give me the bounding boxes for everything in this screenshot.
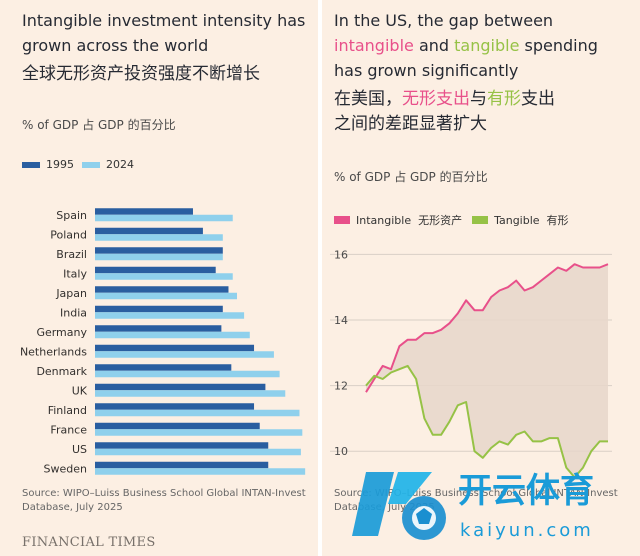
legend-label-tangible: Tangible 有形 — [494, 214, 569, 227]
y-tick-label: 10 — [334, 445, 348, 458]
right-title-zh-1: 在美国， — [334, 89, 402, 109]
right-chart-title: In the US, the gap between intangible an… — [334, 8, 634, 137]
series-line-intangible — [365, 263, 609, 393]
left-title-zh: 全球无形资产投资强度不断增长 — [22, 64, 260, 84]
bar-category-label: Finland — [48, 404, 87, 417]
right-title-tangible: tangible — [454, 36, 520, 55]
left-source: Source: WIPO–Luiss Business School Globa… — [22, 488, 306, 513]
legend-label-intangible: Intangible 无形资产 — [356, 214, 463, 227]
legend-swatch-intangible — [334, 216, 350, 224]
bar-1995 — [95, 461, 269, 469]
bar-2024 — [95, 370, 280, 378]
bar-category-label: Netherlands — [20, 345, 87, 358]
bar-category-label: France — [50, 423, 87, 436]
right-title-line2: intangible and tangible spending — [334, 33, 634, 58]
bar-category-label: US — [72, 443, 87, 456]
bar-2024 — [95, 409, 300, 417]
left-chart-title: Intangible investment intensity has grow… — [22, 8, 312, 87]
bar-1995 — [95, 364, 232, 371]
right-title-line3: has grown significantly — [334, 61, 519, 80]
bar-1995 — [95, 383, 266, 391]
bar-2024 — [95, 253, 223, 261]
bar-category-label: Spain — [56, 209, 87, 222]
bar-2024 — [95, 331, 250, 339]
bar-2024 — [95, 234, 223, 241]
bar-1995 — [95, 286, 229, 293]
legend-swatch-2024 — [82, 161, 100, 168]
right-title-line1: In the US, the gap between — [334, 11, 554, 30]
right-legend: Intangible 无形资产 Tangible 有形 — [334, 212, 569, 228]
right-title-zh-rest: 支出 — [521, 89, 555, 109]
bar-1995 — [95, 266, 216, 274]
bar-category-label: Japan — [55, 287, 87, 300]
legend-label-1995: 1995 — [46, 158, 74, 171]
bar-category-label: Poland — [50, 228, 87, 241]
bar-chart: Spain Poland Brazil Italy Japan India Germany N… — [20, 208, 306, 475]
financial-times-brand: FINANCIAL TIMES — [22, 535, 156, 550]
bar-2024 — [95, 292, 237, 300]
right-title-zh-tangible: 有形 — [487, 89, 521, 109]
bar-1995 — [95, 442, 269, 449]
gap-area — [366, 264, 608, 478]
bar-category-label: Brazil — [56, 248, 87, 261]
watermark-brand-zh: 开云体育 — [458, 471, 594, 511]
right-title-intangible: intangible — [334, 36, 414, 55]
bar-category-label: Italy — [63, 267, 87, 280]
kaiyun-watermark: 开云体育 kaiyun.com — [352, 471, 594, 541]
right-title-zh-mid: 与 — [470, 89, 487, 109]
line-chart: 10 12 14 16 — [330, 248, 612, 479]
bar-2024 — [95, 351, 274, 358]
bar-category-label: UK — [72, 384, 88, 397]
bar-1995 — [95, 227, 203, 235]
bar-1995 — [95, 344, 255, 352]
bar-1995 — [95, 422, 260, 430]
right-title-rest: spending — [519, 36, 598, 55]
legend-swatch-1995 — [22, 161, 40, 168]
right-title-zh-line2: 之间的差距显著扩大 — [334, 114, 487, 134]
kaiyun-logo-icon — [352, 472, 446, 540]
bar-category-label: Germany — [36, 326, 87, 339]
left-panel: Intangible investment intensity has grow… — [0, 0, 318, 556]
bar-1995 — [95, 403, 255, 410]
y-tick-label: 14 — [334, 314, 348, 327]
bar-2024 — [95, 468, 306, 475]
panel-divider — [318, 0, 322, 556]
bar-2024 — [95, 429, 303, 436]
bar-category-label: India — [60, 306, 87, 319]
bar-2024 — [95, 214, 233, 222]
bar-1995 — [95, 208, 193, 215]
bar-1995 — [95, 325, 222, 332]
bar-category-label: Sweden — [44, 462, 87, 475]
right-title-zh-intangible: 无形支出 — [402, 89, 470, 109]
y-tick-label: 12 — [334, 380, 348, 393]
bar-2024 — [95, 273, 233, 280]
bar-1995 — [95, 305, 223, 313]
right-title-and: and — [413, 36, 455, 55]
right-title-zh-line1: 在美国，无形支出与有形支出 — [334, 87, 634, 112]
right-panel: In the US, the gap between intangible an… — [322, 0, 640, 556]
bar-category-label: Denmark — [36, 365, 87, 378]
bar-2024 — [95, 312, 245, 319]
bar-1995 — [95, 247, 223, 254]
left-legend: 1995 2024 — [22, 158, 134, 171]
watermark-brand-en: kaiyun.com — [460, 520, 594, 541]
legend-swatch-tangible — [472, 216, 489, 224]
series-line-tangible — [365, 364, 608, 479]
bar-2024 — [95, 390, 286, 397]
left-subtitle: % of GDP 占 GDP 的百分比 — [22, 118, 176, 132]
legend-label-2024: 2024 — [106, 158, 134, 171]
right-subtitle: % of GDP 占 GDP 的百分比 — [334, 170, 488, 184]
y-tick-label: 16 — [334, 248, 348, 261]
bar-2024 — [95, 448, 301, 456]
left-title-en: Intangible investment intensity has grow… — [22, 11, 306, 55]
